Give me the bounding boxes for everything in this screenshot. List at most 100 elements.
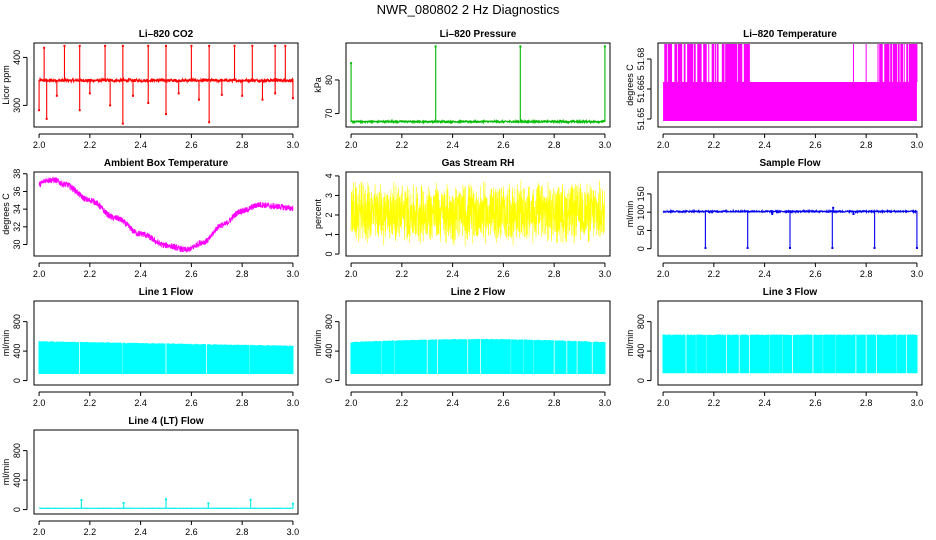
x-tick-label: 2.2 (84, 269, 97, 279)
y-axis-label: ml/min (1, 330, 11, 357)
spike-marker (519, 45, 522, 48)
panel-8: Line 3 Flow ml/min 2.0 2.2 2.4 2.6 2.8 3.0 0 400 8… (625, 287, 923, 408)
y-tick-label: 51.65 (636, 108, 646, 131)
spike-marker (291, 97, 294, 100)
y-axis-label: degrees C (1, 193, 11, 235)
spike-marker (704, 246, 707, 249)
panel-title: Line 1 Flow (139, 287, 194, 298)
x-tick-label: 2.2 (84, 140, 97, 150)
x-tick-label: 2.6 (497, 269, 510, 279)
y-tick-label: 80 (324, 75, 334, 85)
spike-marker (104, 44, 107, 47)
y-tick-label: 800 (636, 314, 646, 329)
x-tick-label: 2.2 (708, 269, 721, 279)
data-series (662, 207, 918, 248)
plot-frame (33, 171, 299, 257)
plot-frame (657, 300, 923, 386)
spike-marker (603, 45, 606, 48)
panel-0: Li–820 CO2 Licor ppm 2.0 2.2 2.4 2.6 2.8 3.0 300… (1, 29, 299, 150)
x-tick-label: 2.8 (548, 398, 561, 408)
x-tick-label: 2.6 (185, 140, 198, 150)
x-tick-label: 2.4 (134, 269, 147, 279)
panel-title: Li–820 CO2 (139, 29, 194, 40)
spike-marker (274, 92, 277, 95)
panel-1: Li–820 Pressure kPa 2.0 2.2 2.4 2.6 2.8 3.0 70 80 (313, 29, 611, 150)
y-tick-label: 0 (12, 378, 22, 383)
y-tick-label: 50 (636, 225, 646, 235)
spike-marker (78, 44, 81, 47)
spike-marker (434, 45, 437, 48)
y-tick-label: 4 (324, 173, 334, 178)
data-series (350, 338, 606, 374)
y-tick-label: 1 (324, 232, 334, 237)
y-tick-label: 2 (324, 212, 334, 217)
x-tick-label: 2.4 (446, 140, 459, 150)
x-tick-label: 2.6 (497, 140, 510, 150)
y-tick-label: 51.68 (636, 48, 646, 71)
x-tick-label: 3.0 (911, 269, 924, 279)
plot-frame (33, 429, 299, 515)
x-tick-label: 3.0 (287, 398, 300, 408)
spike-marker (109, 104, 112, 107)
spike-marker (284, 44, 287, 47)
spike-marker (63, 44, 66, 47)
spike-marker (122, 501, 125, 504)
x-tick-label: 2.4 (446, 269, 459, 279)
spike-marker (274, 44, 277, 47)
plot-frame (657, 171, 923, 257)
data-series (350, 46, 606, 125)
y-axis-label: ml/min (625, 330, 635, 357)
spike-marker (249, 498, 252, 501)
plot-frame (657, 42, 923, 128)
panel-7: Line 2 Flow ml/min 2.0 2.2 2.4 2.6 2.8 3.0 0 400 8… (313, 287, 611, 408)
spike-marker (251, 44, 254, 47)
spike-marker (132, 94, 134, 97)
x-tick-label: 2.4 (446, 398, 459, 408)
y-axis-label: ml/min (1, 459, 11, 486)
panel-title: Ambient Box Temperature (104, 158, 229, 169)
spike-marker (45, 117, 48, 120)
spike-marker (190, 44, 193, 47)
y-tick-label: 34 (12, 204, 22, 214)
x-tick-label: 2.2 (708, 140, 721, 150)
panel-2: Li–820 Temperature degrees C 2.0 2.2 2.4 2.6 2… (625, 29, 923, 150)
spike-marker (165, 44, 167, 47)
y-tick-label: 400 (12, 344, 22, 359)
x-tick-label: 2.0 (657, 269, 670, 279)
spike-marker (746, 246, 749, 249)
x-tick-label: 2.8 (236, 269, 249, 279)
data-series (350, 180, 606, 246)
y-tick-label: 400 (12, 50, 22, 65)
panel-6: Line 1 Flow ml/min 2.0 2.2 2.4 2.6 2.8 3.0 0 400 8… (1, 287, 299, 408)
data-series (38, 341, 294, 374)
x-tick-label: 2.4 (134, 140, 147, 150)
panel-title: Li–820 Temperature (743, 29, 837, 40)
x-tick-label: 2.0 (345, 269, 358, 279)
x-tick-label: 3.0 (599, 140, 612, 150)
y-tick-label: 800 (324, 314, 334, 329)
x-tick-label: 2.0 (33, 140, 46, 150)
x-tick-label: 2.6 (809, 398, 822, 408)
plot-frame (345, 300, 611, 386)
spike-marker (55, 94, 58, 97)
y-tick-label: 150 (636, 186, 646, 201)
spike-marker (80, 499, 83, 501)
panel-title: Sample Flow (759, 158, 820, 169)
spike-marker (261, 98, 264, 101)
y-tick-label: 0 (636, 246, 646, 251)
x-tick-label: 3.0 (599, 398, 612, 408)
panel-title: Line 2 Flow (451, 287, 506, 298)
data-series (38, 176, 294, 253)
plot-frame (33, 300, 299, 386)
y-tick-label: 400 (12, 473, 22, 488)
x-tick-label: 2.0 (657, 140, 670, 150)
x-tick-label: 2.6 (809, 269, 822, 279)
y-tick-label: 300 (12, 98, 22, 113)
y-tick-label: 38 (12, 169, 22, 179)
x-tick-label: 2.0 (33, 269, 46, 279)
spike-marker (43, 46, 46, 49)
data-series-bursts (664, 44, 918, 82)
x-tick-label: 2.6 (185, 269, 198, 279)
y-tick-label: 0 (324, 252, 334, 257)
